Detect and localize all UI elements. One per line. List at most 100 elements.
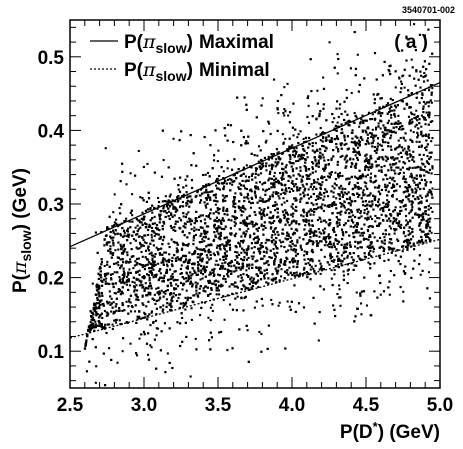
scatter-point — [409, 220, 412, 223]
scatter-point — [327, 159, 330, 162]
scatter-point — [185, 213, 188, 216]
scatter-point — [303, 149, 306, 152]
scatter-point — [297, 159, 300, 162]
scatter-point — [365, 237, 368, 241]
scatter-point — [147, 261, 151, 264]
scatter-point — [262, 233, 265, 236]
scatter-point — [137, 149, 140, 153]
scatter-point — [144, 282, 147, 285]
scatter-point — [318, 156, 321, 159]
scatter-point — [219, 231, 222, 234]
scatter-point — [287, 217, 290, 221]
scatter-point — [182, 277, 186, 280]
scatter-point — [371, 165, 374, 168]
scatter-point — [343, 158, 346, 161]
scatter-point — [212, 239, 215, 242]
scatter-point — [355, 264, 358, 267]
scatter-point — [231, 347, 234, 350]
scatter-point — [318, 235, 321, 238]
scatter-point — [199, 259, 202, 262]
scatter-point — [295, 177, 298, 180]
scatter-point — [227, 240, 230, 243]
scatter-point — [268, 164, 271, 167]
scatter-point — [402, 240, 406, 243]
scatter-point — [336, 136, 339, 140]
scatter-point — [205, 232, 208, 235]
scatter-point — [204, 250, 207, 253]
scatter-point — [250, 286, 253, 289]
scatter-point — [402, 177, 405, 180]
scatter-point — [121, 252, 124, 255]
scatter-point — [218, 207, 221, 211]
scatter-point — [294, 209, 297, 212]
scatter-point — [199, 234, 202, 238]
scatter-point — [144, 313, 147, 316]
scatter-point — [254, 187, 257, 190]
scatter-point — [291, 153, 295, 156]
scatter-point — [385, 159, 388, 162]
scatter-point — [297, 173, 300, 176]
scatter-point — [393, 158, 396, 161]
scatter-point — [246, 142, 249, 145]
scatter-point — [384, 229, 387, 232]
scatter-point — [245, 269, 248, 272]
scatter-point — [339, 201, 342, 205]
scatter-point — [376, 157, 379, 160]
scatter-point — [213, 253, 216, 257]
scatter-point — [129, 258, 132, 261]
scatter-point — [141, 283, 144, 286]
scatter-point — [165, 205, 168, 208]
scatter-point — [422, 134, 425, 137]
scatter-point — [274, 209, 277, 212]
scatter-point — [140, 263, 143, 266]
scatter-point — [241, 210, 244, 213]
scatter-point — [162, 239, 165, 242]
scatter-point — [429, 206, 433, 209]
scatter-point — [156, 233, 159, 236]
scatter-point — [383, 247, 386, 251]
scatter-point — [397, 222, 400, 225]
scatter-point — [151, 258, 154, 262]
scatter-point — [273, 183, 276, 186]
scatter-point — [260, 224, 263, 228]
scatter-point — [378, 143, 381, 146]
scatter-point — [307, 121, 311, 124]
scatter-point — [262, 182, 265, 185]
scatter-point — [314, 158, 317, 161]
scatter-point — [409, 185, 412, 188]
scatter-point — [378, 254, 381, 257]
scatter-point — [270, 236, 273, 239]
scatter-point — [203, 301, 207, 304]
scatter-point — [424, 146, 427, 150]
scatter-point — [164, 210, 167, 213]
scatter-point — [277, 304, 280, 307]
scatter-point — [161, 259, 164, 262]
scatter-point — [274, 258, 277, 261]
scatter-point — [282, 142, 285, 145]
scatter-point — [333, 201, 336, 204]
scatter-point — [411, 66, 414, 69]
scatter-point — [137, 228, 140, 231]
scatter-point — [157, 299, 160, 302]
scatter-point — [179, 197, 182, 200]
scatter-point — [344, 191, 347, 194]
scatter-point — [235, 177, 238, 180]
scatter-point — [111, 327, 114, 331]
scatter-point — [272, 164, 275, 167]
scatter-point — [275, 269, 278, 272]
scatter-point — [230, 168, 234, 171]
scatter-point — [316, 178, 320, 181]
scatter-point — [422, 75, 425, 79]
scatter-point — [384, 189, 387, 192]
scatter-point — [214, 263, 217, 266]
scatter-point — [393, 229, 396, 232]
scatter-point — [261, 97, 264, 100]
scatter-point — [422, 100, 425, 104]
scatter-point — [397, 139, 400, 142]
scatter-point — [163, 258, 166, 261]
scatter-point — [265, 169, 268, 172]
scatter-point — [382, 178, 385, 181]
scatter-point — [198, 248, 201, 251]
scatter-point — [141, 211, 144, 214]
scatter-point — [365, 119, 368, 122]
